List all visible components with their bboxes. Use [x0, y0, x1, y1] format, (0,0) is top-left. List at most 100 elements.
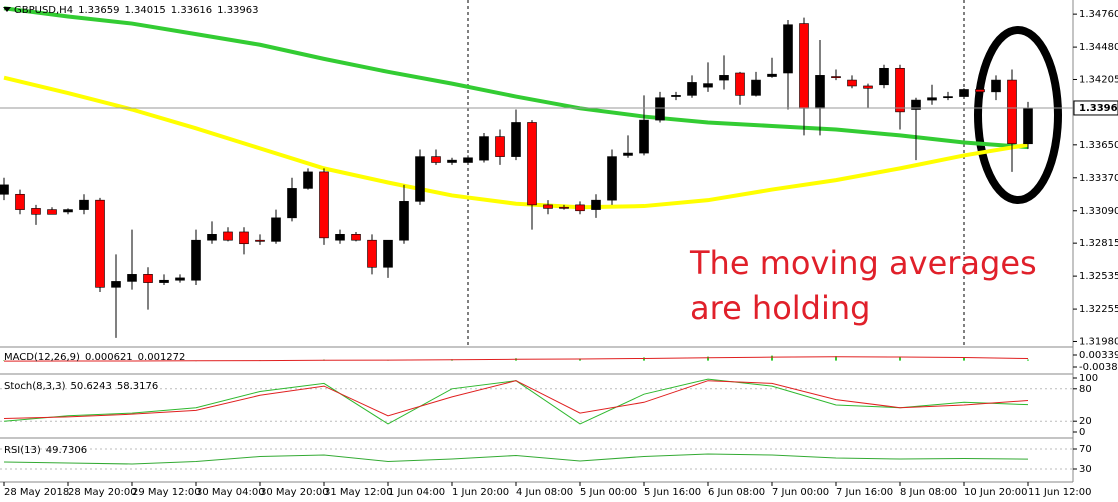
y-tick-label: 0: [1079, 427, 1085, 438]
x-tick-label: 30 May 04:00: [196, 487, 265, 498]
candle-body: [671, 95, 681, 97]
candle-body: [895, 67, 905, 113]
candle-body: [927, 97, 937, 101]
candle-body: [15, 193, 25, 210]
x-tick-label: 5 Jun 00:00: [580, 487, 637, 498]
current-price-box: [1073, 100, 1118, 116]
candle-body: [303, 171, 313, 189]
histogram-bar: [835, 356, 837, 361]
histogram-bar: [707, 356, 709, 361]
candle-body: [607, 156, 617, 201]
candle-body: [63, 209, 73, 213]
y-tick-label: 80: [1079, 384, 1092, 395]
x-tick-label: 28 May 2018: [4, 487, 69, 498]
y-tick-label: 1.32815: [1079, 238, 1118, 249]
header-value: 50.6243: [70, 381, 111, 392]
candle-body: [0, 184, 9, 195]
candle-body: [447, 159, 457, 163]
y-tick-label: 1.32255: [1079, 304, 1118, 315]
y-tick-label: 1.31980: [1079, 336, 1118, 347]
candle-body: [559, 206, 569, 209]
y-tick-label: 70: [1079, 444, 1092, 455]
candle-body: [943, 96, 953, 99]
candle-body: [399, 201, 409, 241]
title-arrow: [3, 7, 11, 12]
histogram-bar: [643, 357, 645, 361]
candle-body: [319, 171, 329, 239]
candle-body: [207, 234, 217, 241]
signal-line: [3, 356, 1029, 362]
candle-body: [1023, 107, 1033, 145]
x-tick-label: 10 Jun 20:00: [964, 487, 1028, 498]
candle-body: [719, 75, 729, 81]
candle-body: [415, 156, 425, 202]
x-tick-label: 11 Jun 12:00: [1028, 487, 1092, 498]
candle-body: [175, 277, 185, 281]
highlight-ellipse: [974, 26, 1062, 204]
header-value: RSI(13): [4, 445, 41, 456]
candle-body: [271, 217, 281, 242]
header-value: 49.7306: [46, 445, 87, 456]
x-tick-label: 31 May 12:00: [324, 487, 393, 498]
header-value: 1.34015: [124, 5, 165, 16]
y-tick-label: 30: [1079, 464, 1092, 475]
candle-body: [815, 75, 825, 109]
x-tick-label: 5 Jun 16:00: [644, 487, 701, 498]
candle-body: [383, 239, 393, 268]
y-tick-label: 1.34480: [1079, 42, 1118, 53]
candle-body: [991, 79, 1001, 93]
header-value: 0.001272: [138, 352, 186, 363]
x-tick-label: 8 Jun 08:00: [900, 487, 957, 498]
x-tick-label: 1 Jun 04:00: [388, 487, 445, 498]
histogram-bar: [963, 357, 965, 361]
candle-body: [431, 156, 441, 163]
y-tick-label: 1.33090: [1079, 206, 1118, 217]
y-tick-label: 1.33370: [1079, 173, 1118, 184]
moving-average: [3, 75, 1029, 210]
candle-body: [255, 239, 265, 242]
candle-body: [799, 23, 809, 109]
histogram-bar: [771, 355, 773, 361]
indicator-line: [3, 453, 1029, 465]
candle-body: [591, 199, 601, 210]
x-tick-label: 29 May 12:00: [132, 487, 201, 498]
panel-header: Stoch(8,3,3) 50.6243 58.3176: [4, 381, 158, 392]
y-tick-label: 1.32535: [1079, 271, 1118, 282]
candle-body: [527, 122, 537, 206]
candle-body: [463, 157, 473, 163]
x-tick-label: 6 Jun 08:00: [708, 487, 765, 498]
candle-body: [703, 83, 713, 88]
y-tick-label: 1.34760: [1079, 9, 1118, 20]
histogram-bar: [899, 357, 901, 361]
y-tick-label: 1.34205: [1079, 74, 1118, 85]
candle-body: [95, 199, 105, 288]
header-value: MACD(12,26,9): [4, 352, 80, 363]
candle-body: [79, 199, 89, 210]
header-value: 58.3176: [117, 381, 158, 392]
candle-body: [767, 73, 777, 77]
candle-body: [687, 82, 697, 96]
header-value: Stoch(8,3,3): [4, 381, 66, 392]
candle-body: [223, 231, 233, 241]
panel-header: MACD(12,26,9) 0.000621 0.001272: [4, 352, 185, 363]
y-tick-label: 1.33650: [1079, 140, 1118, 151]
candle-body: [191, 239, 201, 281]
x-tick-label: 28 May 20:00: [68, 487, 137, 498]
candle-body: [831, 76, 841, 79]
histogram-bar: [1027, 359, 1029, 361]
candle-body: [959, 89, 969, 97]
candle-body: [639, 119, 649, 154]
candle-body: [543, 204, 553, 209]
indicator-line: [3, 380, 1029, 419]
candle-body: [975, 89, 985, 93]
header-value: 0.000621: [85, 352, 133, 363]
candle-body: [863, 85, 873, 89]
panel-header: GBPUSD,H4 1.33659 1.34015 1.33616 1.33963: [14, 5, 259, 16]
candle-body: [287, 188, 297, 219]
candle-body: [655, 97, 665, 121]
y-tick-label: 20: [1079, 416, 1092, 427]
header-value: 1.33963: [217, 5, 258, 16]
candle-body: [479, 136, 489, 161]
